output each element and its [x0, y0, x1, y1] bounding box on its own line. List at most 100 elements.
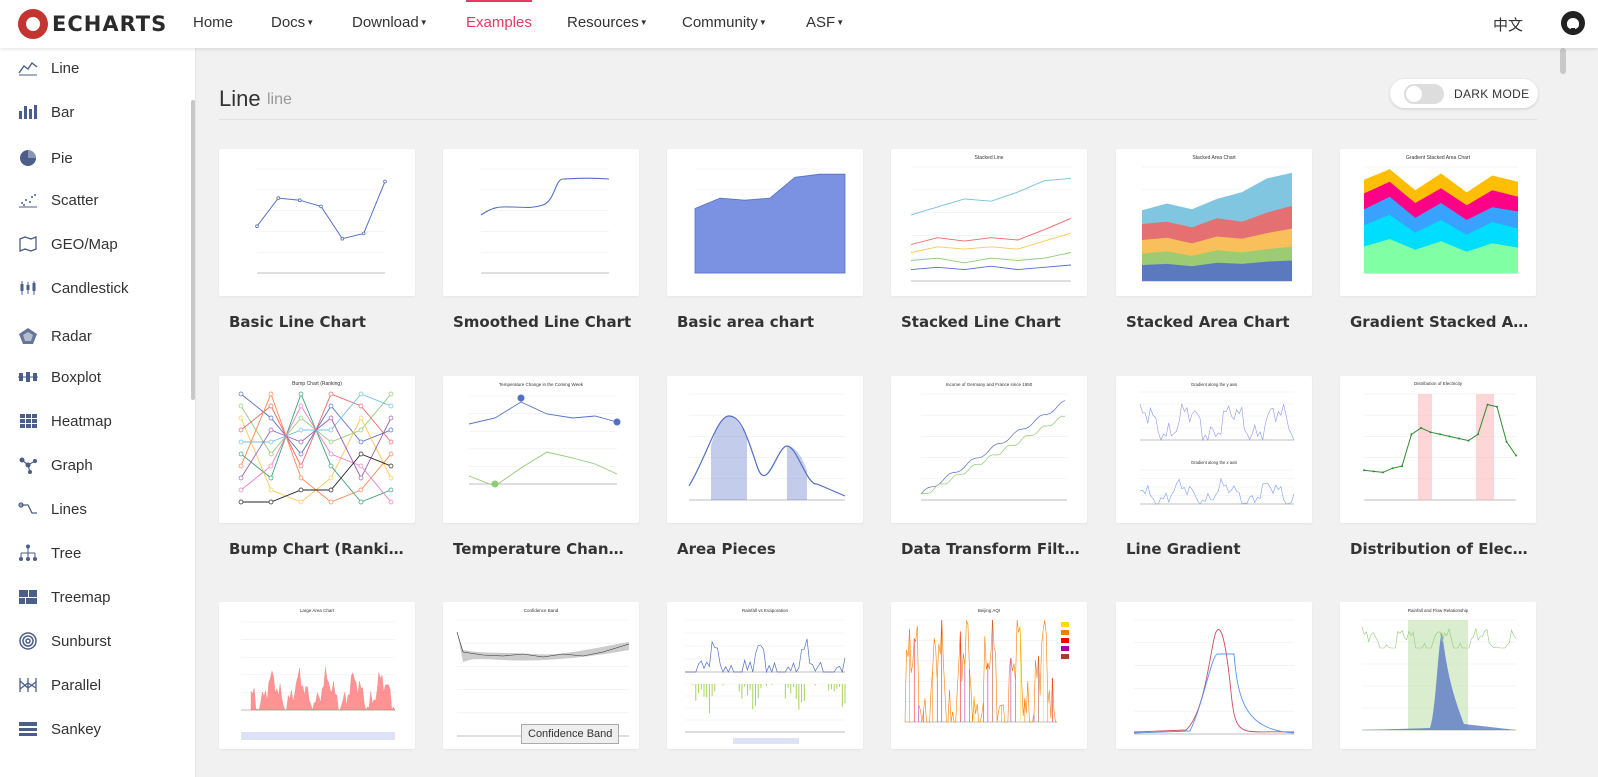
- sidebar-item-sankey[interactable]: Sankey: [18, 714, 101, 744]
- page-scrollbar[interactable]: [1560, 48, 1566, 74]
- sidebar-item-label: Pie: [51, 149, 73, 167]
- sidebar-item-label: Treemap: [51, 588, 111, 606]
- example-thumbnail[interactable]: Distribution of Electricity: [1340, 376, 1536, 523]
- sidebar-item-sunburst[interactable]: Sunburst: [18, 626, 111, 656]
- example-card[interactable]: Area Pieces: [667, 376, 863, 558]
- sidebar-item-label: Bar: [51, 103, 75, 121]
- nav-examples[interactable]: Examples: [466, 0, 532, 48]
- sidebar-item-graph[interactable]: Graph: [18, 450, 93, 480]
- svg-text:Bump Chart (Ranking): Bump Chart (Ranking): [292, 381, 342, 387]
- nav-asf-label: ASF: [806, 14, 836, 31]
- sidebar-item-boxplot[interactable]: Boxplot: [18, 362, 101, 392]
- example-thumbnail[interactable]: Large Area Chart: [219, 602, 415, 749]
- example-card[interactable]: Temperature Change in the Coming Week Tem…: [443, 376, 639, 558]
- sidebar-item-geo-map[interactable]: GEO/Map: [18, 229, 118, 259]
- example-thumbnail[interactable]: [667, 149, 863, 296]
- sidebar-scrollbar[interactable]: [191, 100, 195, 400]
- nav-community-label: Community: [682, 14, 758, 31]
- example-title[interactable]: Stacked Line Chart: [901, 313, 1061, 331]
- example-thumbnail[interactable]: [667, 376, 863, 523]
- sidebar-item-lines[interactable]: Lines: [18, 494, 87, 524]
- sidebar-item-scatter[interactable]: Scatter: [18, 185, 99, 215]
- map-icon: [18, 235, 38, 253]
- example-card[interactable]: Gradient Stacked Area Chart Gradient Stac…: [1340, 149, 1536, 331]
- example-card[interactable]: Large Area Chart: [219, 602, 415, 749]
- github-icon[interactable]: [1561, 11, 1585, 35]
- sidebar-item-line[interactable]: Line: [18, 53, 79, 83]
- example-title[interactable]: Basic Line Chart: [229, 313, 366, 331]
- caret-down-icon: ▼: [639, 18, 648, 28]
- example-thumbnail[interactable]: Gradient along the y axis Gradient along …: [1116, 376, 1312, 523]
- example-thumbnail[interactable]: Rainfall vs Evaporation: [667, 602, 863, 749]
- example-title[interactable]: Distribution of Electricity: [1350, 540, 1530, 558]
- example-card[interactable]: Stacked Line Stacked Line Chart: [891, 149, 1087, 331]
- example-card[interactable]: Basic Line Chart: [219, 149, 415, 331]
- example-thumbnail[interactable]: Bump Chart (Ranking): [219, 376, 415, 523]
- example-thumbnail[interactable]: [219, 149, 415, 296]
- example-card[interactable]: Distribution of Electricity Distribution …: [1340, 376, 1536, 558]
- example-thumbnail[interactable]: Stacked Area Chart: [1116, 149, 1312, 296]
- sidebar-item-pie[interactable]: Pie: [18, 143, 73, 173]
- sidebar-item-candlestick[interactable]: Candlestick: [18, 273, 129, 303]
- sidebar-item-tree[interactable]: Tree: [18, 538, 81, 568]
- nav-download[interactable]: Download▼: [352, 0, 428, 48]
- sidebar-item-treemap[interactable]: Treemap: [18, 582, 110, 612]
- example-thumbnail[interactable]: [443, 149, 639, 296]
- example-title[interactable]: Basic area chart: [677, 313, 815, 331]
- candlestick-icon: [18, 279, 38, 297]
- example-card[interactable]: Gradient along the y axis Gradient along …: [1116, 376, 1312, 558]
- thumbnail-chart: Temperature Change in the Coming Week: [468, 382, 621, 488]
- nav-community[interactable]: Community▼: [682, 0, 767, 48]
- sidebar-item-label: Sunburst: [51, 632, 112, 650]
- language-switch[interactable]: 中文: [1493, 17, 1524, 34]
- thumbnail-chart: Bump Chart (Ranking): [238, 381, 394, 505]
- boxplot-icon: [18, 368, 38, 386]
- echarts-logo[interactable]: ECHARTS: [18, 8, 167, 40]
- thumbnail-chart: [1133, 619, 1295, 735]
- example-title[interactable]: Smoothed Line Chart: [453, 313, 632, 331]
- hover-tooltip: Confidence Band: [521, 724, 620, 744]
- example-title[interactable]: Temperature Change in the Coming Week: [453, 540, 633, 558]
- example-thumbnail[interactable]: Gradient Stacked Area Chart: [1340, 149, 1536, 296]
- heatmap-icon: [18, 412, 38, 430]
- graph-icon: [18, 456, 38, 474]
- nav-home[interactable]: Home: [193, 0, 233, 48]
- example-thumbnail[interactable]: Temperature Change in the Coming Week: [443, 376, 639, 523]
- example-thumbnail[interactable]: Beijing AQI: [891, 602, 1087, 749]
- sidebar-item-parallel[interactable]: Parallel: [18, 670, 101, 700]
- example-card[interactable]: Income of Germany and France since 1950 D…: [891, 376, 1087, 558]
- example-card[interactable]: Bump Chart (Ranking) Bump Chart (Ranking): [219, 376, 415, 558]
- sidebar-item-label: Candlestick: [51, 279, 129, 297]
- example-title[interactable]: Bump Chart (Ranking): [229, 540, 409, 558]
- example-title[interactable]: Area Pieces: [677, 540, 776, 558]
- example-title[interactable]: Gradient Stacked Area Chart: [1350, 313, 1530, 331]
- example-thumbnail[interactable]: Rainfall and Flow Relationship: [1340, 602, 1536, 749]
- example-thumbnail[interactable]: Income of Germany and France since 1950: [891, 376, 1087, 523]
- example-card[interactable]: Beijing AQI: [891, 602, 1087, 749]
- example-title[interactable]: Stacked Area Chart: [1126, 313, 1290, 331]
- example-card[interactable]: Stacked Area Chart Stacked Area Chart: [1116, 149, 1312, 331]
- brand-name: ECHARTS: [52, 12, 168, 36]
- nav-docs[interactable]: Docs▼: [271, 0, 314, 48]
- example-card[interactable]: Rainfall vs Evaporation: [667, 602, 863, 749]
- section-title: Line: [219, 86, 261, 111]
- nav-asf[interactable]: ASF▼: [806, 0, 844, 48]
- example-title[interactable]: Line Gradient: [1126, 540, 1241, 558]
- sidebar-item-radar[interactable]: Radar: [18, 321, 92, 351]
- nav-resources[interactable]: Resources▼: [567, 0, 648, 48]
- nav-home-label: Home: [193, 14, 234, 31]
- thumbnail-chart: Gradient along the y axis Gradient along …: [1139, 382, 1295, 505]
- svg-text:Temperature Change in the Comi: Temperature Change in the Coming Week: [499, 382, 584, 387]
- thumbnail-chart: [688, 393, 846, 501]
- example-thumbnail[interactable]: Stacked Line: [891, 149, 1087, 296]
- example-title[interactable]: Data Transform Filter: [901, 540, 1081, 558]
- sidebar-item-bar[interactable]: Bar: [18, 97, 74, 127]
- dark-mode-toggle[interactable]: DARK MODE: [1390, 79, 1538, 108]
- example-card[interactable]: [1116, 602, 1312, 749]
- sidebar-item-heatmap[interactable]: Heatmap: [18, 406, 112, 436]
- example-card[interactable]: Basic area chart: [667, 149, 863, 331]
- toggle-switch[interactable]: [1404, 83, 1444, 104]
- example-thumbnail[interactable]: [1116, 602, 1312, 749]
- example-card[interactable]: Rainfall and Flow Relationship: [1340, 602, 1536, 749]
- example-card[interactable]: Smoothed Line Chart: [443, 149, 639, 331]
